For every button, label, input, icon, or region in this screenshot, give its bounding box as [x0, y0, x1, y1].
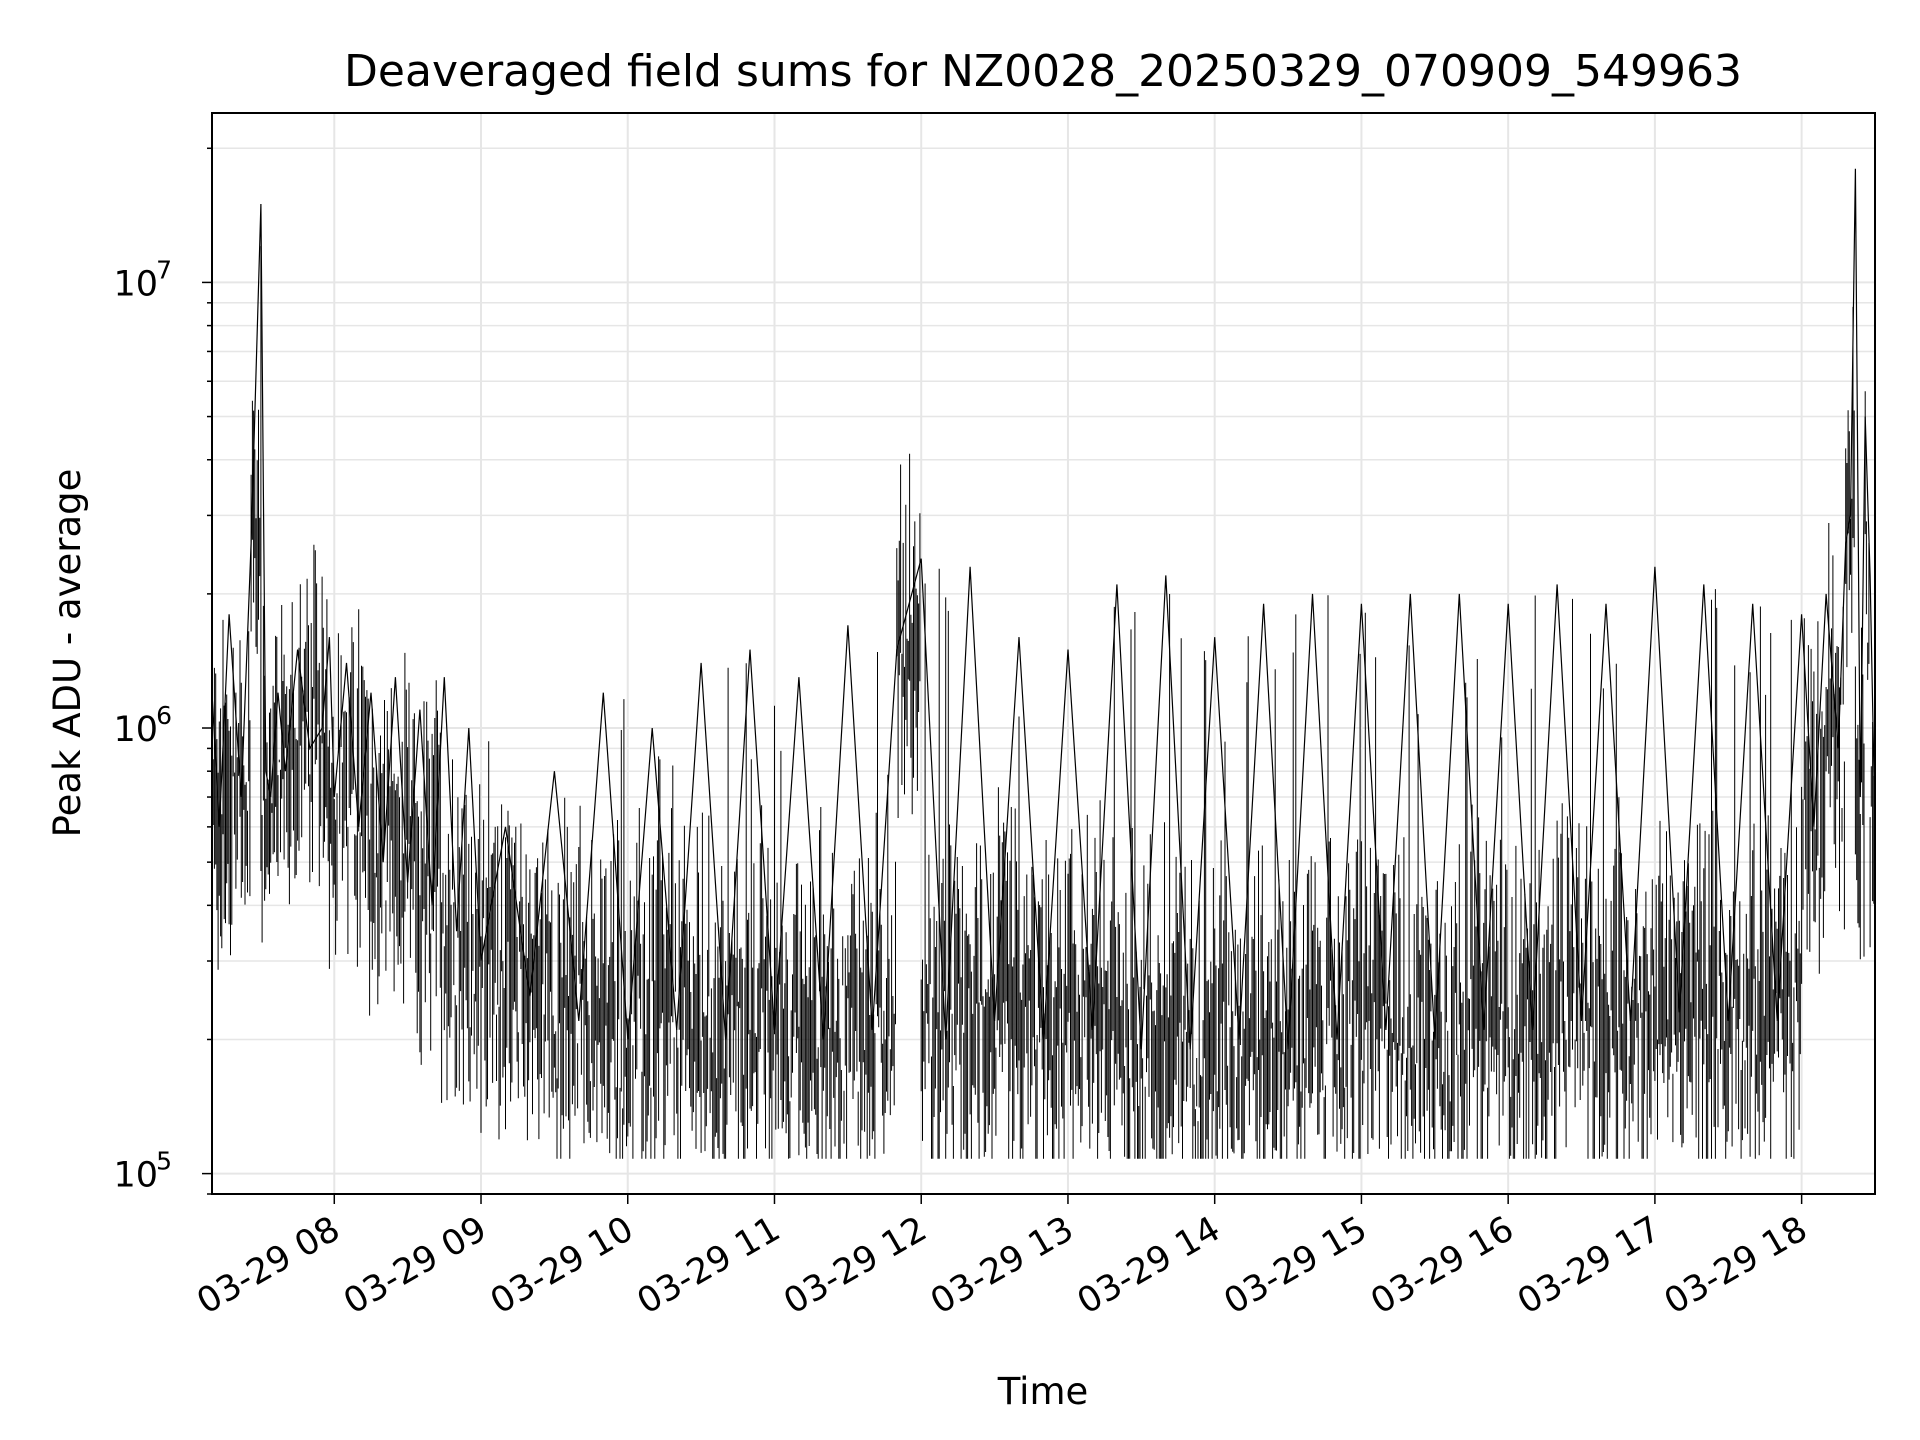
y-tick-label: 10 [113, 1156, 158, 1196]
series-layer [211, 168, 1876, 1159]
y-tick-label: 10 [113, 264, 158, 304]
y-axis-label: Peak ADU - average [46, 469, 89, 838]
y-tick-exponent: 7 [156, 255, 172, 284]
y-tick-exponent: 5 [156, 1147, 172, 1176]
y-tick-label: 10 [113, 710, 158, 750]
x-axis-label: Time [997, 1370, 1089, 1413]
plot-frame [211, 112, 1876, 1195]
chart-title: Deaveraged field sums for NZ0028_2025032… [344, 46, 1742, 97]
y-tick-exponent: 6 [156, 701, 172, 730]
